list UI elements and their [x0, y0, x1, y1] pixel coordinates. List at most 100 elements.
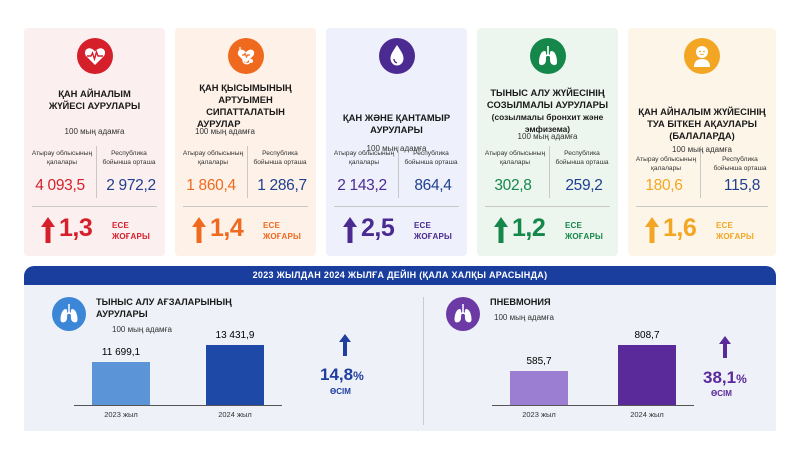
multiplier-value: 1,4 [210, 214, 244, 242]
multiplier-label: ЖОҒАРЫ [112, 232, 151, 241]
card-subtitle: 100 мың адамға [672, 145, 732, 154]
lungs-icon [446, 297, 480, 331]
card-title-subline: эмфизема) [524, 124, 571, 134]
bar-value-2023: 11 699,1 [101, 347, 141, 358]
card-title-subline: (созылмалы бронхит және [491, 112, 604, 122]
arrow-up-icon [40, 216, 56, 244]
card-title-line: ЖҮЙЕСІ АУРУЛАРЫ [48, 100, 141, 111]
divider [423, 297, 424, 425]
panel-title-line: ТЫНЫС АЛУ АҒЗАЛАРЫНЫҢ [96, 297, 232, 307]
value-republic: 115,8 [723, 177, 761, 194]
growth-number: 14,8 [320, 365, 354, 384]
card-congenital-defects: ҚАН АЙНАЛЫМ ЖҮЙЕСІНІҢ ТУА БІТКЕН АҚАУЛАР… [628, 28, 776, 256]
label-line: Атырау облысының [182, 150, 244, 157]
bar-2024 [206, 345, 264, 405]
label-line: қалалары [500, 159, 530, 166]
divider [636, 206, 768, 207]
value-republic: 1 286,7 [257, 177, 307, 194]
card-subtitle-text: 100 мың адамға [366, 144, 427, 153]
multiplier-label: ЕСЕ [414, 221, 432, 230]
card-title-line: ҚАН ҚЫСЫМЫНЫҢ [199, 82, 292, 93]
panel-pneumonia: ПНЕВМОНИЯ 100 мың адамға 585,7 808,7 202… [424, 285, 776, 431]
label-republic: Республика бойынша орташа [248, 149, 312, 167]
divider [334, 206, 459, 207]
heart-pulse-icon [76, 38, 113, 74]
card-title-line: ҚАН АЙНАЛЫМ [58, 88, 131, 99]
divider [700, 146, 701, 198]
multiplier-label: ЖОҒАРЫ [716, 232, 755, 241]
card-title-line: ҚАН ЖӘНЕ ҚАНТАМЫР [342, 112, 451, 123]
value-atyrau: 2 143,2 [337, 177, 387, 194]
panel-title: ПНЕВМОНИЯ [490, 296, 551, 308]
growth-value: 38,1% [703, 368, 747, 388]
multiplier-label: ЕСЕ [263, 221, 281, 230]
label-line: қалалары [198, 159, 228, 166]
arrow-up-icon [191, 216, 207, 244]
value-atyrau: 302,8 [494, 177, 532, 194]
year-label-2023: 2023 жыл [104, 410, 138, 419]
lungs-icon [52, 297, 86, 331]
divider [247, 146, 248, 198]
card-title: ТЫНЫС АЛУ ЖҮЙЕСІНІҢ СОЗЫЛМАЛЫ АУРУЛАРЫ (… [485, 87, 610, 135]
multiplier-value: 1,3 [59, 214, 93, 242]
label-atyrau: Атырау облысының қалалары [181, 149, 245, 167]
value-republic: 259,2 [565, 177, 603, 194]
label-atyrau: Атырау облысының қалалары [30, 149, 94, 167]
label-line: Республика [722, 156, 758, 163]
multiplier-value: 1,6 [663, 214, 697, 242]
card-subtitle: 100 мың адамға [334, 144, 459, 153]
arrow-up-icon [718, 335, 732, 359]
x-axis [74, 405, 282, 406]
label-line: Атырау облысының [31, 150, 93, 157]
label-line: қалалары [47, 159, 77, 166]
divider [32, 206, 157, 207]
card-chronic-respiratory: ТЫНЫС АЛУ ЖҮЙЕСІНІҢ СОЗЫЛМАЛЫ АУРУЛАРЫ (… [477, 28, 618, 256]
multiplier-value: 2,5 [361, 214, 395, 242]
divider [485, 206, 610, 207]
card-title-line: (БАЛАЛАРДА) [669, 130, 735, 141]
card-hypertension-diseases: ҚАН ҚЫСЫМЫНЫҢ АРТУЫМЕН СИПАТТАЛАТЫН АУРУ… [175, 28, 316, 256]
multiplier-label: ЕСЕ [112, 221, 130, 230]
year-label-2023: 2023 жыл [522, 410, 556, 419]
label-line: Атырау облысының [635, 156, 697, 163]
bar-2023 [92, 362, 150, 405]
label-line: бойынша орташа [713, 165, 767, 172]
multiplier-label: ЕСЕ [716, 221, 734, 230]
label-line: Республика [413, 150, 449, 157]
card-title-line: ТУА БІТКЕН АҚАУЛАРЫ [647, 118, 757, 129]
card-title-line: ТЫНЫС АЛУ ЖҮЙЕСІНІҢ [490, 87, 605, 98]
panel-respiratory-diseases: ТЫНЫС АЛУ АҒЗАЛАРЫНЫҢ АУРУЛАРЫ 100 мың а… [24, 285, 423, 431]
label-line: Атырау облысының [333, 150, 395, 157]
multiplier-value: 1,2 [512, 214, 546, 242]
panel-title-line: АУРУЛАРЫ [96, 309, 148, 319]
year-label-2024: 2024 жыл [218, 410, 252, 419]
card-title-line: СОЗЫЛМАЛЫ АУРУЛАРЫ [486, 99, 609, 110]
panel-title: ТЫНЫС АЛУ АҒЗАЛАРЫНЫҢ АУРУЛАРЫ [96, 296, 232, 320]
multiplier-label: ЖОҒАРЫ [263, 232, 302, 241]
card-title: ҚАН ҚЫСЫМЫНЫҢ АРТУЫМЕН СИПАТТАЛАТЫН АУРУ… [183, 82, 308, 130]
bar-2024 [618, 345, 676, 405]
period-banner: 2023 ЖЫЛДАН 2024 ЖЫЛҒА ДЕЙІН (ҚАЛА ХАЛҚЫ… [24, 266, 776, 285]
label-republic: Республика бойынша орташа [97, 149, 161, 167]
label-line: қалалары [349, 159, 379, 166]
multiplier-label: ЖОҒАРЫ [565, 232, 604, 241]
divider [96, 146, 97, 198]
card-title: ҚАН АЙНАЛЫМ ЖҮЙЕСІНІҢ ТУА БІТКЕН АҚАУЛАР… [636, 106, 768, 142]
growth-label: ӨСІМ [711, 389, 732, 398]
card-subtitle: 100 мың адамға [64, 127, 125, 136]
label-atyrau: Атырау облысының қалалары [483, 149, 547, 167]
panel-subtitle: 100 мың адамға [494, 313, 554, 322]
divider [549, 146, 550, 198]
heart-stethoscope-icon [227, 38, 264, 74]
card-subtitle: 100 мың адамға [517, 132, 578, 141]
label-line: Атырау облысының [484, 150, 546, 157]
growth-label: ӨСІМ [330, 387, 351, 396]
label-line: бойынша орташа [102, 159, 156, 166]
bar-value-2024: 808,7 [634, 330, 660, 341]
value-republic: 864,4 [414, 177, 452, 194]
label-line: бойынша орташа [404, 159, 458, 166]
label-atyrau: Атырау облысының қалалары [634, 155, 698, 173]
value-atyrau: 180,6 [645, 177, 683, 194]
growth-unit: % [353, 369, 364, 383]
